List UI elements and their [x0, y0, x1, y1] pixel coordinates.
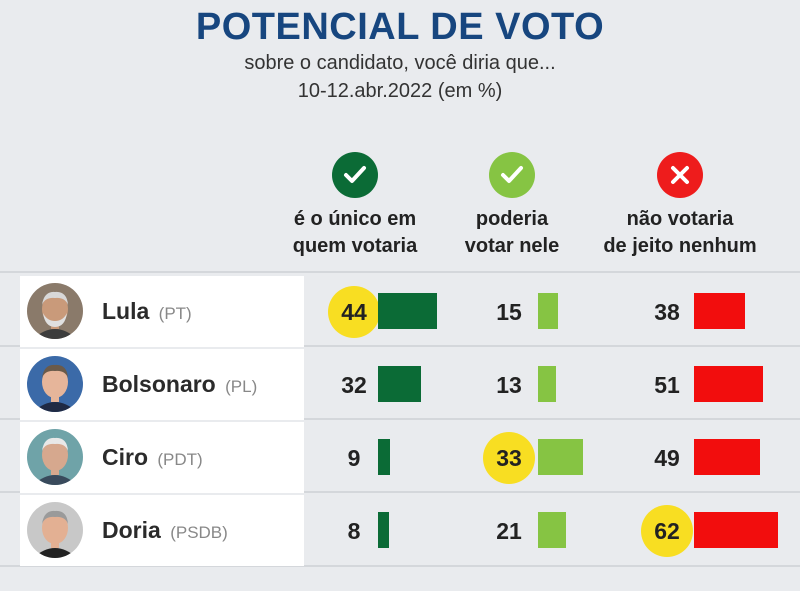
row-divider	[0, 491, 800, 493]
check-icon	[489, 152, 535, 198]
candidate-party: (PL)	[225, 377, 258, 396]
value-label: 51	[654, 372, 680, 398]
candidate-photo	[27, 356, 83, 412]
value-bar	[378, 512, 389, 548]
column-label: quem votaria	[292, 235, 418, 257]
column-label: é o único em	[293, 208, 417, 230]
value-bar	[378, 439, 390, 475]
chart-subtitle: sobre o candidato, você diria que...	[244, 52, 556, 74]
row-divider	[0, 565, 800, 567]
column-header: não votaria de jeito nenhum	[590, 152, 770, 260]
candidate-photo	[27, 283, 83, 339]
candidate-row: Ciro (PDT) 9 33 49	[0, 422, 800, 493]
value-bar	[694, 366, 763, 402]
value-label: 21	[496, 518, 522, 544]
candidate-row: Bolsonaro (PL) 32 13 51	[0, 349, 800, 420]
value-label: 9	[347, 445, 361, 471]
column-header: poderia votar nele	[422, 152, 602, 260]
value-bar	[694, 512, 778, 548]
candidate-photo	[27, 429, 83, 485]
value-label: 13	[496, 372, 522, 398]
value-label: 32	[341, 372, 367, 398]
value-bar	[538, 366, 556, 402]
row-divider	[0, 271, 800, 273]
candidate-row: Doria (PSDB) 8 21 62	[0, 495, 800, 566]
value-bar	[538, 512, 566, 548]
candidate-name: Doria (PSDB)	[102, 517, 228, 543]
value-label: 33	[483, 432, 535, 484]
value-label: 15	[496, 299, 522, 325]
candidate-photo	[27, 502, 83, 558]
row-divider	[0, 418, 800, 420]
value-label: 38	[654, 299, 680, 325]
value-bar	[694, 439, 760, 475]
candidate-party: (PT)	[158, 304, 192, 323]
candidate-row: Lula (PT) 44 15 38	[0, 276, 800, 347]
candidate-name: Bolsonaro (PL)	[102, 371, 258, 397]
value-bar	[538, 293, 558, 329]
column-label: poderia	[475, 208, 549, 230]
value-bar	[378, 366, 421, 402]
candidate-name: Lula (PT)	[102, 298, 192, 324]
value-label: 44	[328, 286, 380, 338]
value-bar	[378, 293, 437, 329]
column-label: não votaria	[626, 208, 734, 230]
value-bar	[694, 293, 745, 329]
chart-date: 10-12.abr.2022 (em %)	[297, 80, 503, 102]
column-label: votar nele	[464, 235, 560, 257]
x-icon	[657, 152, 703, 198]
column-header: é o único em quem votaria	[265, 152, 445, 260]
candidate-name: Ciro (PDT)	[102, 444, 203, 470]
value-bar	[538, 439, 583, 475]
value-label: 49	[654, 445, 680, 471]
row-divider	[0, 345, 800, 347]
check-icon	[332, 152, 378, 198]
chart-title: POTENCIAL DE VOTO	[195, 6, 605, 48]
candidate-party: (PDT)	[157, 450, 203, 469]
column-label: de jeito nenhum	[603, 235, 757, 257]
candidate-party: (PSDB)	[170, 523, 228, 542]
value-label: 62	[641, 505, 693, 557]
value-label: 8	[347, 518, 361, 544]
